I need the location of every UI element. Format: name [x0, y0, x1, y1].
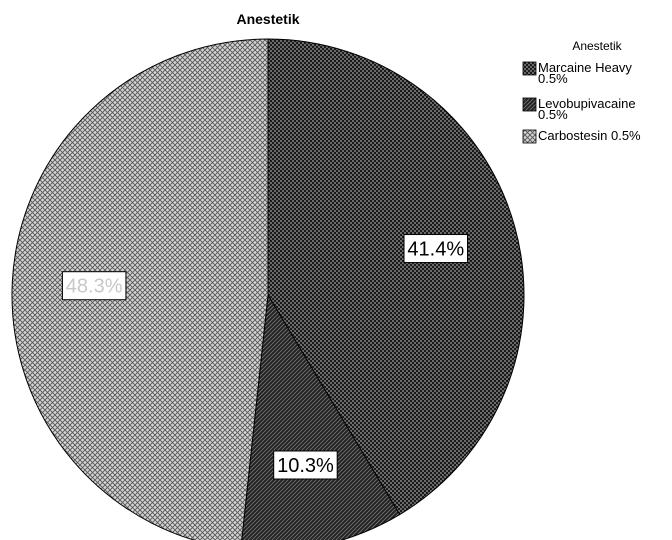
data-label-3: 48.3%	[61, 271, 127, 301]
legend-swatch	[522, 97, 537, 112]
legend: Anestetik Marcaine Heavy0.5%Levobupivaca…	[522, 39, 641, 144]
legend-label: 0.5%	[538, 71, 568, 86]
svg-text:41.4%: 41.4%	[407, 239, 464, 261]
pie-slices	[11, 38, 525, 540]
legend-swatch	[522, 61, 537, 76]
legend-swatch	[522, 129, 537, 144]
chart-title: Anestetik	[236, 11, 299, 27]
legend-label: Marcaine Heavy	[538, 60, 632, 75]
svg-text:10.3%: 10.3%	[277, 455, 334, 477]
legend-label: Carbostesin 0.5%	[538, 128, 641, 143]
data-label-1: 41.4%	[403, 234, 469, 264]
svg-text:48.3%: 48.3%	[66, 276, 123, 298]
legend-label: 0.5%	[538, 107, 568, 122]
pie-slice-3	[11, 38, 269, 540]
legend-item-3: Carbostesin 0.5%	[522, 128, 641, 144]
data-label-2: 10.3%	[273, 450, 338, 480]
legend-label: Levobupivacaine	[538, 96, 636, 111]
legend-title: Anestetik	[572, 39, 622, 53]
pie-data-labels: 41.4% 10.3% 48.3%	[61, 234, 469, 480]
pie-slice-1	[267, 38, 525, 516]
